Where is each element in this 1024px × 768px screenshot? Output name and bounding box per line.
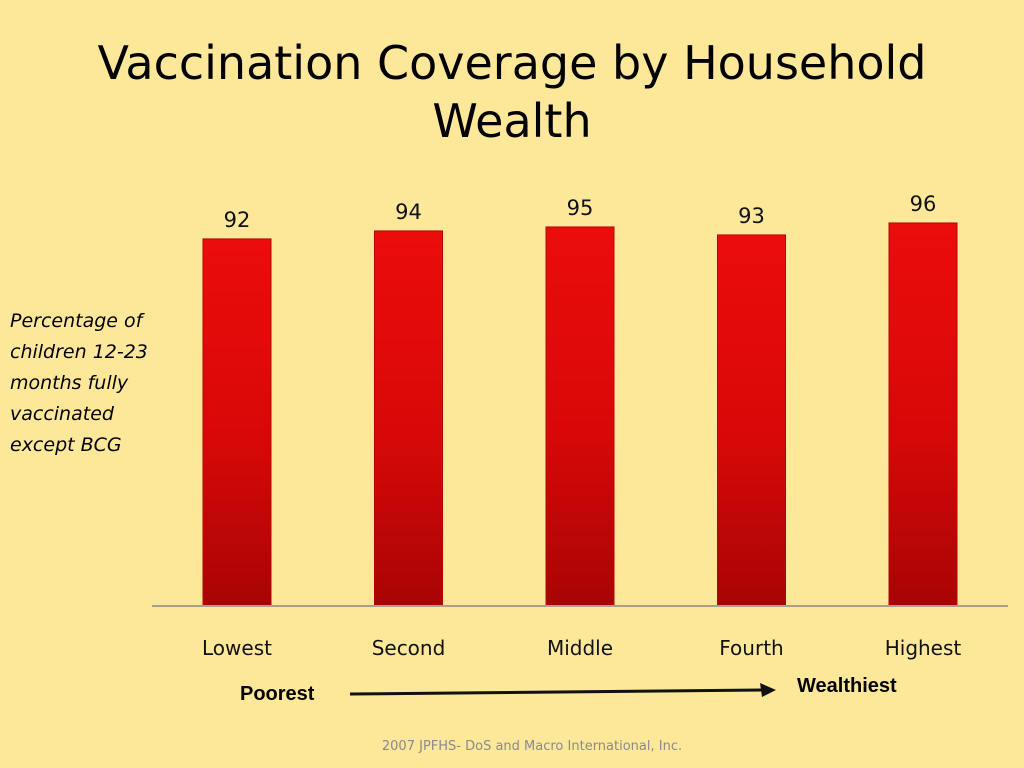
bar-second — [374, 230, 443, 607]
tick-label-middle: Middle — [547, 636, 613, 660]
tick-label-fourth: Fourth — [719, 636, 783, 660]
y-axis-label: Percentage of children 12-23 months full… — [10, 310, 148, 456]
tick-label-highest: Highest — [885, 636, 962, 660]
data-label-second: 94 — [395, 200, 422, 224]
data-label-lowest: 92 — [224, 208, 251, 232]
poorest-annotation: Poorest — [240, 683, 315, 705]
poorest-to-wealthiest-arrow — [349, 683, 776, 697]
slide-title: Vaccination Coverage by Household Wealth — [97, 36, 927, 148]
data-label-highest: 96 — [910, 192, 937, 216]
data-label-middle: 95 — [567, 196, 594, 220]
tick-label-second: Second — [372, 636, 446, 660]
bar-fourth — [717, 234, 786, 607]
bar-highest — [888, 222, 958, 607]
data-label-fourth: 93 — [738, 204, 765, 228]
source-footnote: 2007 JPFHS- DoS and Macro International,… — [381, 739, 683, 754]
bar-lowest — [202, 238, 272, 607]
wealthiest-annotation: Wealthiest — [797, 675, 897, 697]
bar-middle — [545, 226, 615, 607]
tick-label-lowest: Lowest — [202, 636, 272, 660]
